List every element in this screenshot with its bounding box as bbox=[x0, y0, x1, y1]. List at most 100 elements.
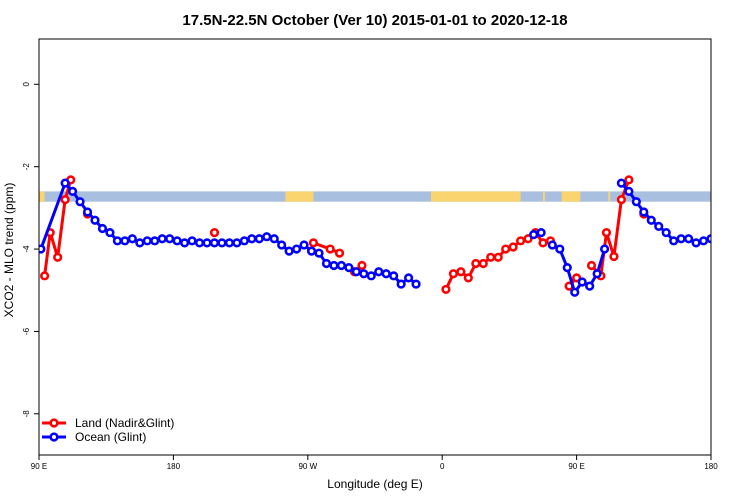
ocean-point bbox=[599, 244, 610, 254]
ocean-point bbox=[723, 238, 730, 245]
ocean-point bbox=[180, 238, 190, 248]
ocean-point bbox=[411, 279, 421, 289]
x-tick-label: 0 bbox=[440, 462, 445, 471]
ocean-point bbox=[269, 234, 279, 244]
ocean-point bbox=[404, 273, 414, 283]
ocean-point bbox=[127, 234, 137, 244]
land-point bbox=[456, 267, 466, 277]
ocean-point bbox=[262, 232, 272, 242]
plot-frame bbox=[38, 38, 712, 456]
ocean-point bbox=[284, 246, 294, 256]
land-point bbox=[53, 252, 63, 262]
land-point bbox=[616, 195, 627, 205]
legend-land-marker bbox=[49, 418, 59, 428]
x-axis-label: Longitude (deg E) bbox=[327, 477, 422, 491]
land-point bbox=[609, 251, 619, 262]
ocean-point bbox=[39, 244, 46, 254]
ocean-point bbox=[374, 267, 384, 277]
land-band-segment bbox=[561, 191, 581, 202]
ocean-point bbox=[239, 236, 249, 246]
ocean-point bbox=[639, 207, 649, 217]
ocean-point bbox=[631, 197, 641, 207]
ocean-point bbox=[209, 238, 220, 248]
ocean-point bbox=[592, 269, 602, 279]
ocean-point bbox=[336, 260, 347, 271]
ocean-point bbox=[646, 215, 656, 225]
y-tick-label: -8 bbox=[22, 410, 31, 418]
ocean-point bbox=[172, 236, 182, 246]
ocean-point bbox=[165, 234, 175, 244]
land-band-segment bbox=[608, 191, 611, 202]
ocean-point bbox=[529, 230, 539, 240]
ocean-point bbox=[389, 271, 399, 281]
land-point bbox=[334, 248, 345, 258]
land-point bbox=[471, 258, 481, 269]
land-point bbox=[515, 236, 526, 246]
land-band-segment bbox=[39, 191, 45, 202]
land-point bbox=[493, 252, 503, 262]
ocean-point bbox=[351, 267, 361, 277]
ocean-point bbox=[314, 248, 324, 258]
land-band-segment bbox=[543, 191, 545, 202]
ocean-point bbox=[97, 223, 108, 234]
land-point bbox=[501, 244, 511, 254]
ocean-point bbox=[194, 238, 205, 248]
ocean-point bbox=[555, 244, 565, 254]
ocean-point bbox=[105, 227, 115, 238]
ocean-band bbox=[39, 191, 711, 202]
legend-land-label: Land (Nadir&Glint) bbox=[75, 416, 174, 430]
land-point bbox=[441, 284, 451, 295]
y-axis-label: XCO2 - MLO trend (ppm) bbox=[2, 183, 16, 318]
land-point bbox=[448, 269, 459, 279]
ocean-point bbox=[67, 186, 78, 196]
y-axis: 0 -2 -4 -6 -8 bbox=[22, 82, 39, 418]
x-tick-label: 180 bbox=[167, 462, 181, 471]
ocean-point bbox=[676, 234, 686, 244]
ocean-point bbox=[120, 236, 130, 246]
legend-ocean-label: Ocean (Glint) bbox=[75, 430, 146, 444]
ocean-point bbox=[306, 246, 317, 256]
ocean-point bbox=[562, 262, 572, 273]
ocean-point bbox=[82, 207, 93, 217]
ocean-point bbox=[299, 240, 309, 250]
y-tick-label: -2 bbox=[22, 163, 31, 171]
ocean-point bbox=[661, 227, 671, 238]
ocean-point bbox=[150, 236, 160, 246]
land-point bbox=[325, 244, 335, 254]
ocean-point bbox=[669, 236, 679, 246]
ocean-point bbox=[60, 178, 70, 188]
land-point bbox=[586, 260, 597, 271]
ocean-point bbox=[715, 235, 722, 242]
y-tick-label: 0 bbox=[22, 82, 31, 87]
ocean-point bbox=[187, 236, 197, 246]
x-tick-label: 90 E bbox=[31, 462, 47, 471]
land-band-segment bbox=[285, 191, 314, 202]
land-point bbox=[357, 260, 367, 271]
ocean-point bbox=[157, 234, 167, 244]
land-point bbox=[308, 238, 319, 248]
series-layer bbox=[39, 175, 730, 297]
ocean-point bbox=[585, 281, 595, 291]
ocean-point bbox=[698, 236, 709, 246]
ocean-point bbox=[344, 262, 354, 273]
ocean-point bbox=[654, 221, 664, 232]
x-tick-label: 90 W bbox=[298, 462, 317, 471]
ocean-point bbox=[381, 269, 391, 279]
ocean-point bbox=[232, 238, 242, 248]
ocean-point bbox=[329, 260, 339, 271]
ocean-point bbox=[142, 236, 152, 246]
ocean-point bbox=[202, 238, 212, 248]
ocean-point bbox=[254, 234, 264, 244]
land-point bbox=[601, 227, 612, 238]
ocean-point bbox=[247, 234, 257, 244]
land-point bbox=[463, 273, 473, 283]
ocean-point bbox=[396, 279, 406, 289]
ocean-series bbox=[39, 178, 730, 297]
land-point bbox=[571, 273, 582, 283]
land-band-segment bbox=[431, 191, 521, 202]
land-point bbox=[523, 234, 533, 244]
land-point bbox=[39, 271, 50, 281]
ocean-point bbox=[577, 277, 587, 287]
